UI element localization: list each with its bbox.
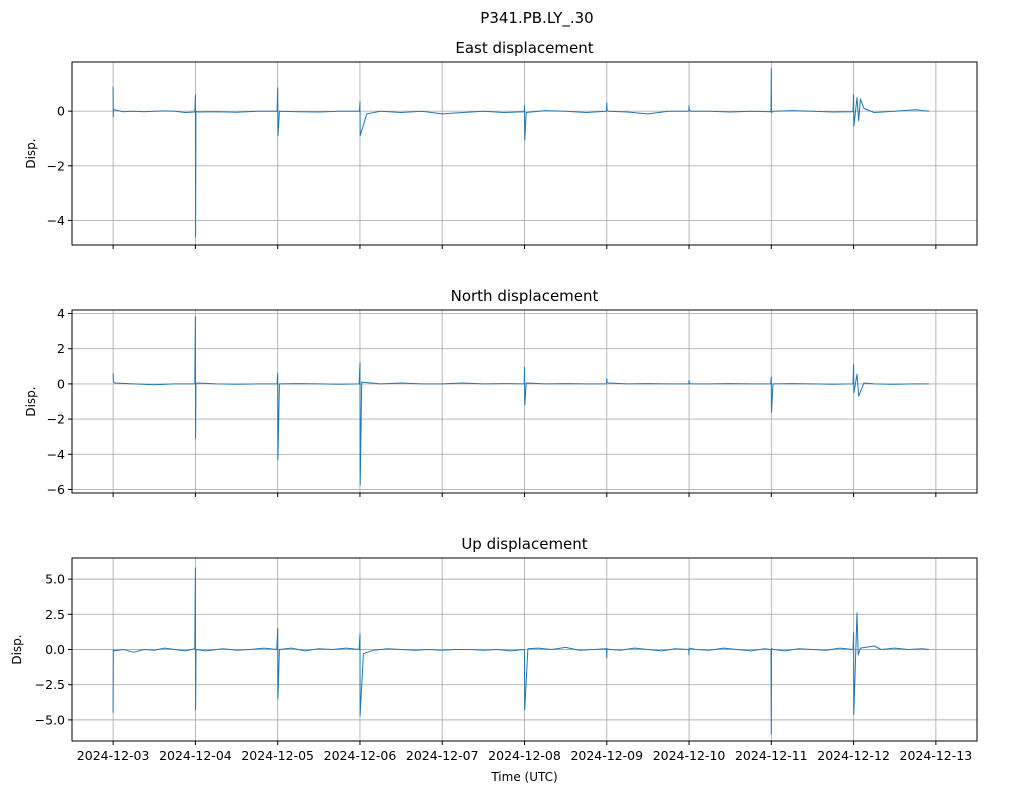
- y-tick-label: 5.0: [45, 572, 65, 587]
- x-tick-label: 2024-12-05: [241, 748, 314, 763]
- x-tick-label: 2024-12-03: [77, 748, 150, 763]
- y-tick-label: 4: [57, 306, 65, 321]
- y-axis-label: Disp.: [10, 634, 24, 664]
- series-line-1: [112, 316, 929, 486]
- x-tick-label: 2024-12-06: [324, 748, 397, 763]
- panel-title: North displacement: [451, 287, 599, 305]
- axes-frame: [71, 61, 978, 246]
- panel-3: 5.0 2.5 0.0 −2.5 −5.0 2024-12-03 2024-12-04 202…: [10, 535, 978, 784]
- figure-title: P341.PB.LY_.30: [480, 9, 593, 28]
- y-axis-label: Disp.: [24, 138, 38, 168]
- x-tick-label: 2024-12-07: [406, 748, 479, 763]
- x-tick-label: 2024-12-08: [488, 748, 561, 763]
- series-line-1: [112, 68, 930, 238]
- panel-title: East displacement: [455, 39, 593, 57]
- y-tick-label: −2: [47, 412, 65, 427]
- y-tick-label: −5.0: [35, 712, 65, 727]
- y-tick-label: −2.5: [35, 677, 65, 692]
- x-tick-label: 2024-12-11: [735, 748, 808, 763]
- y-tick-label: −4: [47, 213, 65, 228]
- x-tick-label: 2024-12-12: [817, 748, 890, 763]
- y-tick-label: 2.5: [45, 607, 65, 622]
- y-tick-label: 2: [57, 341, 65, 356]
- x-tick-label: 2024-12-13: [900, 748, 973, 763]
- y-tick-label: −6: [47, 482, 65, 497]
- series-line-1: [112, 567, 930, 735]
- x-tick-label: 2024-12-04: [159, 748, 232, 763]
- y-axis-label: Disp.: [24, 386, 38, 416]
- panel-2: 4 2 0 −2 −4 −6 North displacement Disp.: [24, 287, 978, 497]
- panel-1: 0 −2 −4 East displacement Disp.: [24, 39, 978, 249]
- x-tick-label: 2024-12-09: [570, 748, 643, 763]
- panel-title: Up displacement: [461, 535, 587, 553]
- y-tick-label: −2: [47, 158, 65, 173]
- x-axis-label: Time (UTC): [490, 770, 557, 784]
- y-tick-label: 0.0: [45, 642, 65, 657]
- y-tick-label: 0: [57, 376, 65, 391]
- y-tick-label: 0: [57, 104, 65, 119]
- axes-frame: [71, 557, 978, 742]
- axes-frame: [71, 309, 978, 494]
- y-tick-label: −4: [47, 447, 65, 462]
- x-tick-label: 2024-12-10: [653, 748, 726, 763]
